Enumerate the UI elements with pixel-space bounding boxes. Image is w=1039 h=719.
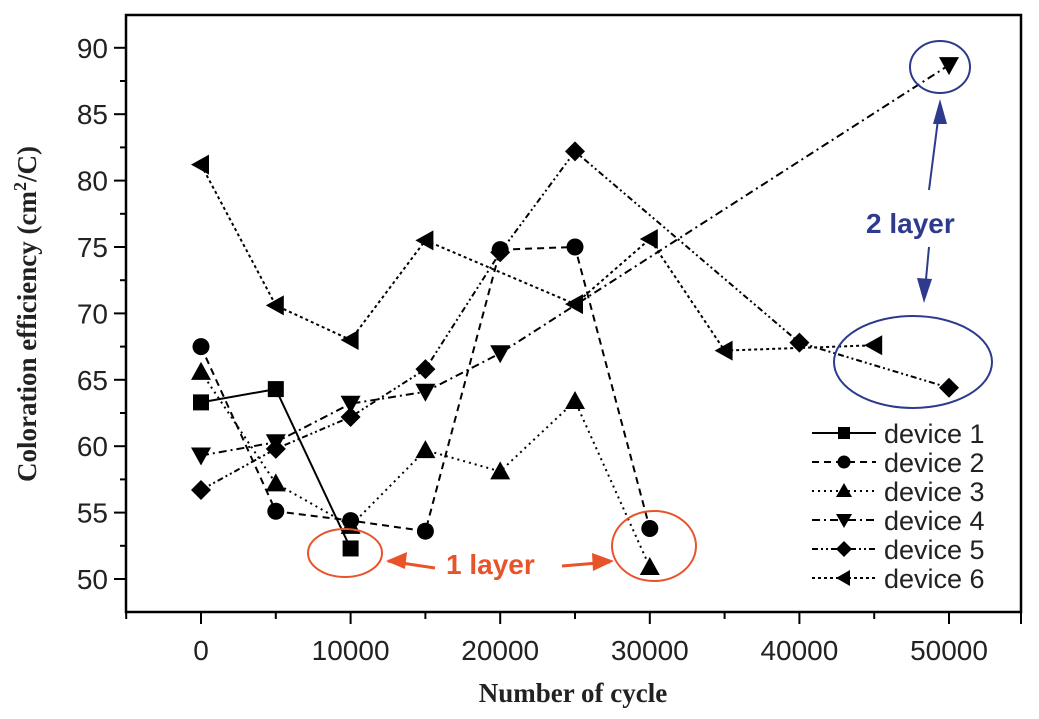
circle-marker xyxy=(192,338,210,356)
diamond-marker xyxy=(191,480,211,501)
x-tick-label: 0 xyxy=(193,635,209,666)
triangle-left-marker xyxy=(565,294,583,315)
circle-marker xyxy=(267,502,285,520)
triangle-left-marker xyxy=(714,340,733,361)
diamond-marker xyxy=(490,242,511,263)
legend-label: device 6 xyxy=(884,564,985,594)
diamond-marker xyxy=(340,406,361,427)
axis-titles: Number of cycle Coloration efficiency (c… xyxy=(10,146,667,708)
series-device-2 xyxy=(192,238,659,540)
series-line xyxy=(200,387,352,549)
x-tick-label: 20000 xyxy=(461,635,539,666)
y-tick-label: 75 xyxy=(77,232,108,263)
y-tick-label: 65 xyxy=(77,365,108,396)
two-layer-arrowhead-up xyxy=(933,99,947,124)
diamond-marker xyxy=(789,332,810,353)
series-layer xyxy=(191,57,959,576)
triangle-down-marker xyxy=(490,345,511,364)
legend-item: device 2 xyxy=(812,448,985,478)
triangle-down-marker xyxy=(415,383,436,402)
x-tick-label: 40000 xyxy=(760,635,838,666)
y-tick-label: 55 xyxy=(77,498,108,529)
y-tick-label: 80 xyxy=(77,166,108,197)
x-axis-title: Number of cycle xyxy=(479,678,667,708)
triangle-left-marker xyxy=(639,229,658,250)
square-marker xyxy=(267,381,284,398)
series-device-6 xyxy=(191,154,883,361)
triangle-left-marker xyxy=(340,329,359,350)
triangle-left-marker xyxy=(836,570,850,586)
legend-label: device 5 xyxy=(884,535,985,565)
triangle-down-marker xyxy=(340,395,361,414)
x-tick-label: 30000 xyxy=(611,635,689,666)
legend-item: device 4 xyxy=(812,506,985,536)
triangle-left-marker xyxy=(191,154,209,175)
triangle-down-marker xyxy=(939,57,959,76)
triangle-left-marker xyxy=(864,335,883,356)
triangle-up-marker xyxy=(191,361,211,380)
y-tick-label: 70 xyxy=(77,298,108,329)
series-line xyxy=(200,149,950,491)
one-layer-ellipse-left xyxy=(307,528,383,578)
circle-marker xyxy=(837,455,851,469)
diamond-marker xyxy=(415,359,436,380)
one-layer-arrowhead-left xyxy=(386,552,407,569)
triangle-up-marker xyxy=(265,473,286,492)
axes: 50 55 60 65 70 75 80 85 90 0 10000 20000 30000 40000 5… xyxy=(77,33,1022,666)
legend-item: device 6 xyxy=(812,564,985,594)
legend-label: device 4 xyxy=(884,506,985,536)
diamond-marker xyxy=(939,377,959,398)
annotation-layer: 1 layer 2 layer xyxy=(307,40,993,582)
legend-item: device 1 xyxy=(812,419,985,449)
diamond-marker xyxy=(836,541,852,557)
triangle-up-marker xyxy=(565,391,585,410)
legend-item: device 3 xyxy=(812,477,985,507)
square-marker xyxy=(193,394,209,411)
series-device-1 xyxy=(193,381,359,557)
legend-label: device 1 xyxy=(884,419,985,449)
triangle-down-marker xyxy=(191,447,211,466)
two-layer-arrow-up xyxy=(928,111,940,191)
one-layer-arrowhead-right xyxy=(592,553,614,571)
legend-label: device 2 xyxy=(884,448,985,478)
legend-item: device 5 xyxy=(812,535,985,565)
two-layer-label: 2 layer xyxy=(866,208,955,239)
triangle-left-marker xyxy=(265,295,284,316)
two-layer-ellipse-top xyxy=(909,40,971,94)
circle-marker xyxy=(566,238,584,256)
y-tick-label: 85 xyxy=(77,99,108,130)
y-tick-label: 50 xyxy=(77,564,108,595)
diamond-marker xyxy=(265,438,286,459)
one-layer-ellipse-right xyxy=(611,510,697,582)
square-marker xyxy=(838,427,850,439)
x-tick-label: 10000 xyxy=(312,635,390,666)
triangle-up-marker xyxy=(836,483,852,497)
x-tick-label: 50000 xyxy=(910,635,988,666)
triangle-up-marker xyxy=(639,557,660,576)
series-device-5 xyxy=(191,141,959,501)
square-marker xyxy=(342,540,359,557)
two-layer-ellipse-bottom xyxy=(833,315,993,409)
triangle-up-marker xyxy=(415,440,436,459)
y-tick-label: 90 xyxy=(77,33,108,64)
triangle-up-marker xyxy=(490,461,511,480)
triangle-down-marker xyxy=(836,514,852,528)
series-line xyxy=(200,164,875,352)
y-axis-title: Coloration efficiency (cm2/C) xyxy=(10,146,42,482)
legend-label: device 3 xyxy=(884,477,985,507)
one-layer-label: 1 layer xyxy=(446,549,535,580)
circle-marker xyxy=(416,522,434,540)
diamond-marker xyxy=(565,141,585,162)
two-layer-arrowhead-down xyxy=(917,278,932,303)
triangle-left-marker xyxy=(415,230,434,251)
circle-marker xyxy=(641,520,659,538)
y-tick-label: 60 xyxy=(77,431,108,462)
